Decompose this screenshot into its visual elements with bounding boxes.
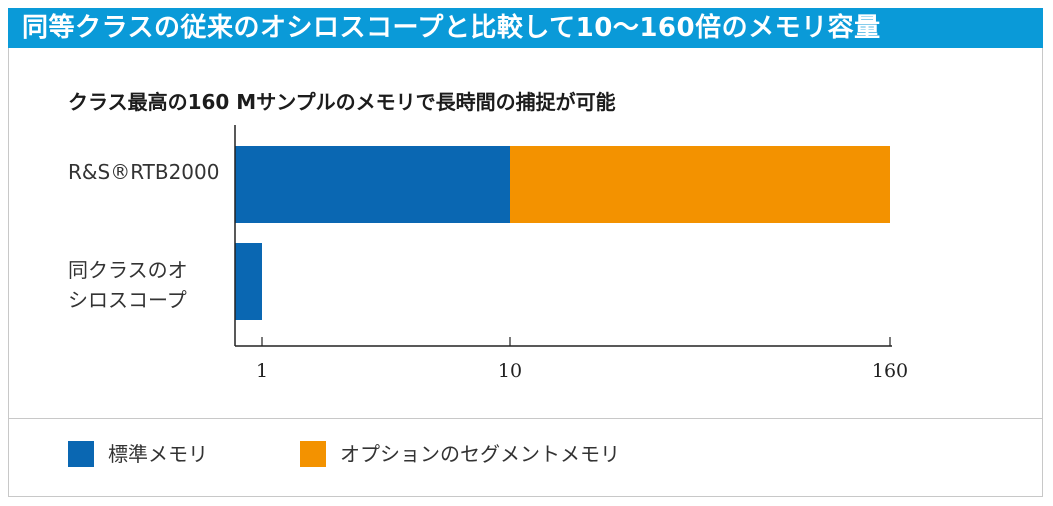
bar-rtb2000-segmented bbox=[510, 146, 890, 223]
legend-label-standard: 標準メモリ bbox=[108, 442, 208, 466]
bar-rtb2000-standard bbox=[235, 146, 510, 223]
legend-label-segmented: オプションのセグメントメモリ bbox=[340, 442, 620, 466]
header-bar: 同等クラスの従来のオシロスコープと比較して10～160倍のメモリ容量 bbox=[8, 8, 1043, 48]
legend-swatch-standard bbox=[68, 441, 94, 467]
legend-swatch-segmented bbox=[300, 441, 326, 467]
chart-subtitle: クラス最高の160 Mサンプルのメモリで長時間の捕捉が可能 bbox=[68, 90, 616, 114]
x-tick-label-10: 10 bbox=[498, 360, 522, 382]
category-label-rtb2000: R&S®RTB2000 bbox=[68, 160, 220, 184]
bar-conventional-standard bbox=[235, 243, 262, 320]
page-title: 同等クラスの従来のオシロスコープと比較して10～160倍のメモリ容量 bbox=[22, 13, 881, 43]
category-label-conventional: 同クラスのオ シロスコープ bbox=[68, 258, 188, 312]
x-tick-label-160: 160 bbox=[872, 360, 908, 382]
x-tick-label-1: 1 bbox=[256, 360, 268, 382]
legend-divider bbox=[8, 418, 1043, 419]
chart-frame bbox=[8, 48, 1043, 497]
